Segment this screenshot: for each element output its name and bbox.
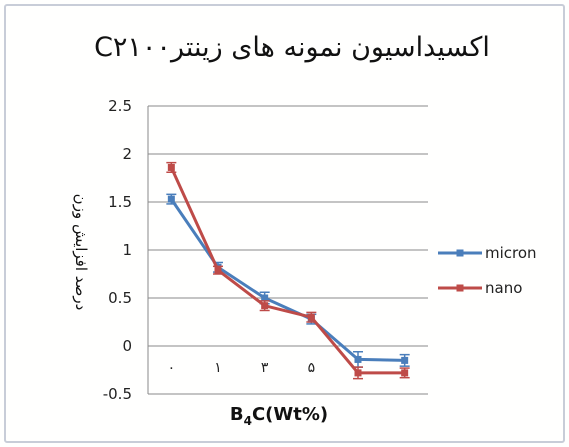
legend-label-nano: nano [485, 279, 522, 297]
data-point-micron [261, 294, 269, 302]
legend-marker-nano [456, 284, 464, 292]
gridlines [147, 105, 428, 395]
data-point-nano [354, 369, 362, 377]
series-layer [166, 161, 410, 380]
data-point-micron [354, 355, 362, 363]
series-line-micron [170, 198, 405, 362]
data-point-nano [307, 313, 315, 321]
x-axis-label-main: B [230, 404, 244, 425]
y-tick-label: 0.5 [108, 289, 132, 307]
data-point-nano [214, 266, 222, 274]
data-point-nano [167, 163, 175, 171]
x-tick-label: ۰ [168, 360, 176, 376]
x-axis-label-rest: C(Wt%) [252, 404, 328, 425]
y-tick-label: 2.5 [108, 97, 132, 115]
data-point-micron [167, 195, 175, 203]
series-line-nano [169, 166, 405, 375]
data-point-nano [261, 302, 269, 310]
legend-label-micron: micron [485, 244, 537, 262]
x-axis-label: B4C(Wt%) [230, 404, 328, 428]
x-tick-label: ۳ [261, 360, 269, 376]
y-tick-label: 2 [122, 145, 132, 163]
y-tick-label: 1.5 [108, 193, 132, 211]
chart-border [4, 4, 565, 443]
x-tick-label: ۵ [308, 360, 316, 376]
y-tick-labels: 2.5 2 1.5 1 0.5 0 -0.5 [103, 97, 132, 403]
x-tick-labels: ۰ ۱ ۳ ۵ [168, 360, 316, 376]
data-point-nano [401, 369, 409, 377]
y-tick-label: -0.5 [103, 385, 132, 403]
legend-marker-micron [456, 249, 464, 257]
x-tick-label: ۱ [214, 360, 222, 376]
y-axis-label: درصد افزایش وزن [72, 194, 90, 311]
data-point-micron [401, 356, 409, 364]
legend: micron nano [438, 244, 537, 297]
chart-title: اکسیداسیون نمونه های زینترC۲۱۰۰ [94, 32, 490, 63]
y-tick-label: 1 [122, 241, 132, 259]
x-axis-label-subscript: 4 [244, 414, 252, 428]
y-tick-label: 0 [122, 337, 132, 355]
